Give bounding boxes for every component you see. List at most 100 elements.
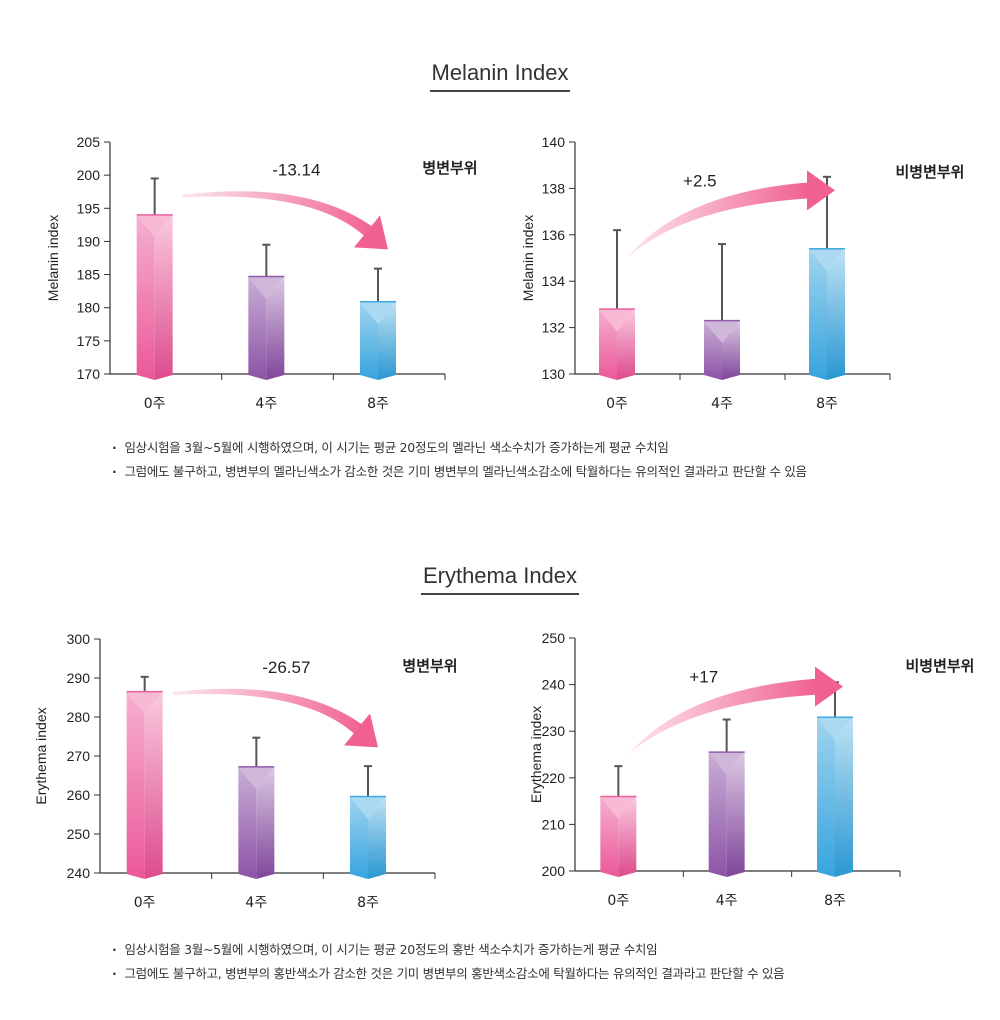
bar-face-left	[809, 248, 827, 380]
bar-top	[809, 248, 845, 271]
y-tick-label: 180	[77, 300, 101, 316]
bar	[360, 300, 396, 380]
bar	[136, 214, 173, 380]
y-tick-label: 230	[542, 723, 566, 739]
erythema-lesion-chart: 240 250 260 270 280 290 300 Erythema index 0주 4주 8…	[33, 631, 458, 911]
trend-annotation: -26.57	[262, 658, 310, 677]
bar-face-left	[126, 691, 145, 879]
trend-annotation: +2.5	[683, 171, 717, 190]
bar-top	[350, 796, 386, 819]
group-label: 병변부위	[402, 657, 457, 675]
bar	[350, 795, 386, 879]
y-tick-label: 134	[542, 273, 566, 289]
y-axis-label: Melanin index	[45, 215, 61, 301]
bar-face-left	[817, 717, 835, 877]
erythema-notes: 임상시험을 3월~5월에 시행하였으며, 이 시기는 평균 20정도의 홍반 색…	[112, 938, 784, 986]
bar-face-right	[726, 752, 745, 877]
y-axis-label: Melanin index	[520, 215, 536, 301]
x-tick-label: 8주	[816, 396, 838, 412]
x-tick-label: 0주	[606, 396, 628, 412]
bar-face-left	[600, 796, 619, 877]
x-tick-label: 4주	[711, 396, 733, 412]
bar-top	[248, 276, 285, 299]
erythema-note-2: 그럼에도 불구하고, 병변부의 홍반색소가 감소한 것은 기미 병변부의 홍반색…	[112, 962, 784, 986]
y-tick-label: 300	[67, 631, 91, 647]
y-tick-label: 140	[542, 134, 566, 150]
bar-top	[126, 691, 163, 714]
y-axis-label: Erythema index	[528, 706, 544, 803]
trend-annotation: +17	[689, 668, 718, 687]
y-tick-label: 130	[542, 366, 566, 382]
group-label: 비병변부위	[895, 163, 964, 181]
trend-arrow-body	[172, 688, 366, 736]
trend-arrow-body	[627, 182, 809, 258]
x-tick-label: 8주	[367, 396, 389, 412]
bar-face-right	[266, 276, 285, 380]
bar-face-right	[378, 301, 396, 380]
bar	[704, 319, 740, 380]
melanin-lesion-chart: 170 175 180 185 190 195 200 205 Melanin index 0주 4…	[45, 134, 478, 412]
group-label: 비병변부위	[905, 657, 974, 675]
y-tick-label: 250	[542, 630, 566, 646]
y-tick-label: 260	[67, 787, 91, 803]
trend-arrow-body	[182, 191, 376, 238]
y-tick-label: 175	[77, 333, 101, 349]
y-axis-label: Erythema index	[33, 707, 49, 804]
melanin-note-1: 임상시험을 3월~5월에 시행하였으며, 이 시기는 평균 20정도의 멜라닌 …	[112, 436, 807, 460]
bar-top	[600, 796, 637, 819]
erythema-nonlesion-chart: 200 210 220 230 240 250 Erythema index 0주 4주 8주 비병…	[528, 630, 975, 909]
trend-annotation: -13.14	[272, 161, 320, 180]
bar-face-left	[238, 766, 257, 879]
bar	[817, 716, 853, 877]
group-label: 병변부위	[422, 159, 477, 177]
bar-face-right	[617, 309, 635, 380]
trend-arrow-head	[815, 666, 843, 707]
bar-face-left	[704, 320, 722, 380]
y-tick-label: 290	[67, 670, 91, 686]
x-tick-label: 4주	[255, 396, 277, 412]
y-tick-label: 200	[77, 167, 101, 183]
bar	[238, 766, 275, 879]
y-tick-label: 280	[67, 709, 91, 725]
bar	[600, 795, 637, 877]
x-tick-label: 0주	[144, 396, 166, 412]
x-tick-label: 4주	[716, 893, 738, 909]
bar-top	[238, 766, 275, 789]
y-tick-label: 220	[542, 770, 566, 786]
x-tick-label: 8주	[824, 893, 846, 909]
melanin-notes: 임상시험을 3월~5월에 시행하였으며, 이 시기는 평균 20정도의 멜라닌 …	[112, 436, 807, 484]
trend-arrow-body	[628, 678, 817, 755]
y-tick-label: 138	[542, 180, 566, 196]
bar-face-right	[835, 717, 853, 877]
bar-face-right	[154, 214, 173, 380]
y-tick-label: 132	[542, 320, 566, 336]
bar-face-right	[256, 766, 275, 879]
bar-top	[360, 301, 396, 324]
bar-face-left	[708, 752, 727, 877]
y-tick-label: 185	[77, 267, 101, 283]
bar	[708, 751, 745, 877]
bar	[599, 308, 635, 380]
melanin-nonlesion-chart: 130 132 134 136 138 140 Melanin index 0주 4주 8주 비병변…	[520, 134, 965, 412]
bar-face-left	[360, 301, 378, 380]
bar-top	[136, 214, 173, 237]
bar	[809, 247, 845, 380]
trend-arrow-head	[344, 713, 378, 748]
bar-face-right	[144, 691, 163, 879]
bar-face-left	[136, 214, 155, 380]
bar-face-right	[368, 796, 386, 879]
y-tick-label: 190	[77, 233, 101, 249]
y-tick-label: 210	[542, 816, 566, 832]
trend-arrow-head	[354, 215, 388, 250]
bar-top	[599, 309, 635, 332]
bar-face-left	[350, 796, 368, 879]
melanin-note-2: 그럼에도 불구하고, 병변부의 멜라닌색소가 감소한 것은 기미 병변부의 멜라…	[112, 460, 807, 484]
erythema-section-title: Erythema Index	[0, 563, 1000, 595]
bar-top	[708, 752, 745, 775]
y-tick-label: 205	[77, 134, 101, 150]
bar-face-right	[827, 248, 845, 380]
y-tick-label: 170	[77, 366, 101, 382]
bar	[248, 275, 285, 380]
y-tick-label: 200	[542, 863, 566, 879]
bar-top	[704, 320, 740, 343]
